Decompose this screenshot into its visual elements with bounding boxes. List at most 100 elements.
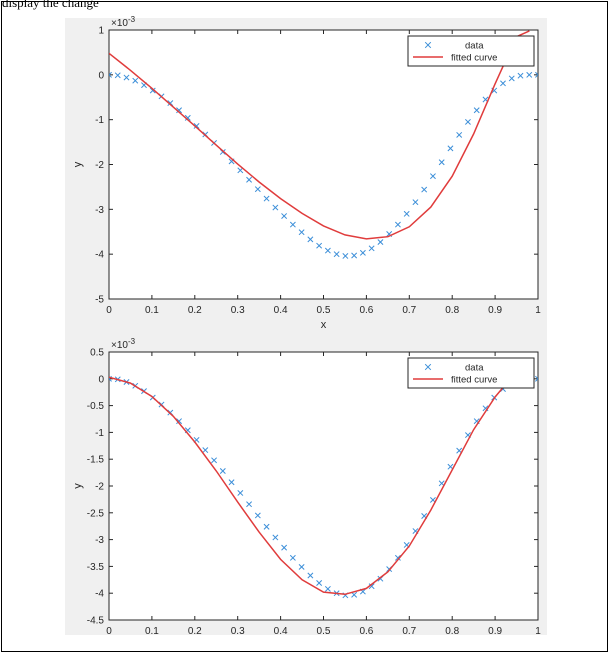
data-point xyxy=(176,418,183,425)
x-tick-label: 0.8 xyxy=(445,626,459,637)
data-point xyxy=(132,77,139,84)
data-point xyxy=(211,457,218,464)
data-point xyxy=(368,245,375,252)
y-tick-label: -3.5 xyxy=(87,562,105,573)
plot-area xyxy=(108,29,539,300)
y-axis-label: y xyxy=(72,483,84,489)
y-tick-label: -2.5 xyxy=(87,508,105,519)
data-point xyxy=(123,74,130,81)
x-tick-label: 0.6 xyxy=(359,305,373,316)
data-point xyxy=(535,375,538,382)
data-point xyxy=(281,544,288,551)
data-point xyxy=(359,249,366,256)
data-point xyxy=(237,490,244,496)
x-tick-label: 0.7 xyxy=(402,626,416,637)
fitted-curve-line xyxy=(109,376,509,596)
data-point xyxy=(202,447,209,454)
data-point xyxy=(193,122,200,129)
y-tick-label: 0 xyxy=(98,70,104,81)
data-point xyxy=(184,114,191,121)
y-tick-label: -5 xyxy=(95,295,104,306)
y-tick-label: -2 xyxy=(95,482,104,493)
exponent-power: -3 xyxy=(128,15,136,24)
data-point xyxy=(508,75,515,82)
data-point xyxy=(167,100,174,107)
data-point xyxy=(289,554,296,561)
data-point xyxy=(246,501,253,508)
data-point xyxy=(412,199,419,206)
legend-label: data xyxy=(465,41,484,52)
data-point xyxy=(526,71,533,78)
x-tick-label: 0.4 xyxy=(274,626,288,637)
data-point xyxy=(263,195,270,202)
exponent-label: ×10-3 xyxy=(111,337,136,351)
fitted-curve-line xyxy=(109,30,530,240)
series-group xyxy=(109,30,538,259)
plot-area xyxy=(108,351,539,621)
y-tick-label: -1.5 xyxy=(87,455,105,466)
legend-swatch-data xyxy=(424,363,432,371)
x-tick-label: 0.5 xyxy=(317,305,331,316)
x-tick-label: 1 xyxy=(535,626,541,637)
x-tick-label: 0 xyxy=(106,305,112,316)
y-tick-label: -4 xyxy=(95,250,104,261)
legend-label: data xyxy=(465,363,484,374)
data-point xyxy=(272,204,279,211)
legend-label: fitted curve xyxy=(451,53,497,64)
y-tick-label: 0.5 xyxy=(90,348,104,359)
data-point xyxy=(368,583,375,590)
data-point xyxy=(246,176,253,183)
data-point xyxy=(438,159,445,166)
data-point xyxy=(324,585,331,592)
data-point xyxy=(421,186,428,193)
y-tick-label: -0.5 xyxy=(87,401,105,412)
data-point xyxy=(272,534,279,541)
data-point xyxy=(333,251,340,258)
data-point xyxy=(394,554,401,561)
exponent-base: ×10 xyxy=(111,340,128,351)
chart-2: 0 0.1 0.2 0.3 0.4 0.5 0.6 0.7 0.8 0.9 1 0.5 0 -0.5 -1 -… xyxy=(65,335,547,637)
data-point xyxy=(351,252,358,259)
data-point xyxy=(351,591,358,598)
y-tick-label: -2 xyxy=(95,160,104,171)
data-point xyxy=(456,131,463,138)
data-point xyxy=(281,213,288,220)
legend-box xyxy=(407,357,535,389)
data-point xyxy=(473,107,480,114)
x-tick-label: 0.6 xyxy=(359,626,373,637)
x-tick-label: 0.8 xyxy=(445,305,459,316)
data-point xyxy=(447,145,454,152)
legend-label: fitted curve xyxy=(451,375,497,386)
data-point xyxy=(289,221,296,228)
series-group xyxy=(109,375,538,599)
y-tick-label: -4.5 xyxy=(87,616,105,627)
y-tick-label: -3 xyxy=(95,535,104,546)
y-tick-label: 0 xyxy=(98,374,104,385)
exponent-label: ×10-3 xyxy=(111,15,136,29)
data-point xyxy=(394,221,401,228)
data-point xyxy=(500,80,506,87)
data-point xyxy=(342,253,349,259)
data-point xyxy=(316,580,323,586)
data-point xyxy=(464,118,471,125)
data-point xyxy=(228,479,235,486)
x-tick-label: 0.4 xyxy=(274,305,288,316)
y-tick-label: -1 xyxy=(95,428,104,439)
data-point xyxy=(149,87,156,94)
x-tick-label: 0.5 xyxy=(317,626,331,637)
y-tick-label: -4 xyxy=(95,589,104,600)
data-point xyxy=(219,468,226,474)
data-point xyxy=(298,563,305,570)
y-tick-label: 1 xyxy=(98,26,104,37)
exponent-base: ×10 xyxy=(111,18,128,29)
x-tick-label: 0.2 xyxy=(188,305,202,316)
x-tick-label: 0.9 xyxy=(488,626,502,637)
data-point xyxy=(109,71,112,78)
data-point xyxy=(429,173,436,180)
x-tick-label: 0.2 xyxy=(188,626,202,637)
data-point xyxy=(263,523,270,530)
data-point xyxy=(307,236,314,243)
